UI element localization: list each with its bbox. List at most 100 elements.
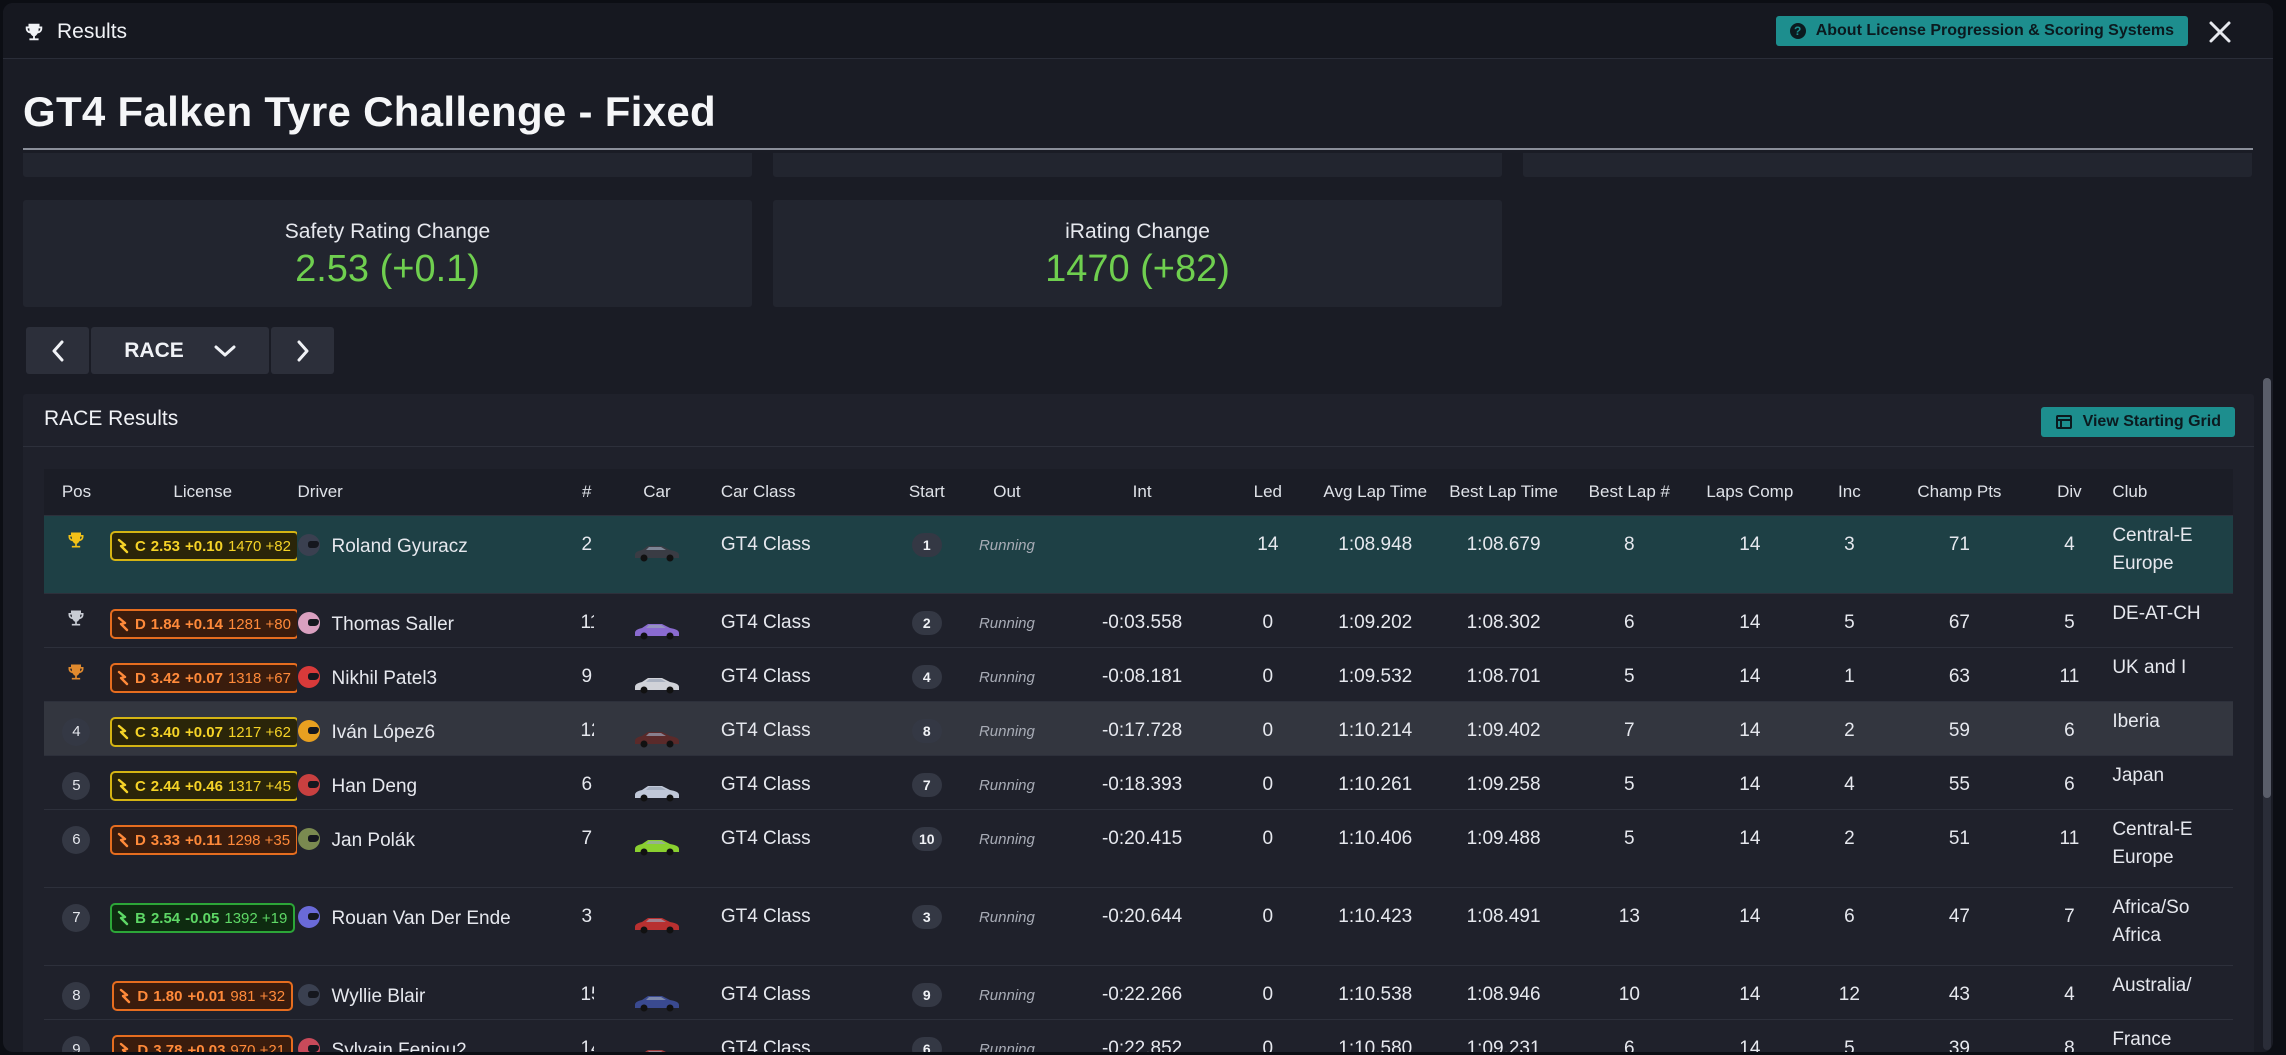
cell-led: 0 (1225, 809, 1310, 888)
column-header[interactable]: Car (594, 469, 720, 516)
license-class: D (137, 1041, 149, 1053)
out-status: Running (978, 669, 1035, 686)
helmet-icon (297, 534, 320, 556)
position-badge: 6 (62, 826, 91, 854)
table-row[interactable]: 7 B 2.54 -0.05 1392 +19 Rouan Van Der Ende 3 GT… (44, 887, 2233, 966)
club-name: France (2112, 1029, 2172, 1050)
cell-division: 6 (2027, 701, 2112, 756)
license-irating: 970 +21 (230, 1041, 286, 1053)
table-row[interactable]: 9 D 3.78 +0.03 970 +21 Sylvain Feniou2 14 GT4 C… (44, 1019, 2233, 1053)
session-select[interactable]: RACE (91, 327, 269, 374)
cell-club: Japan (2111, 755, 2233, 810)
cell-license: C 3.40 +0.07 1217 +62 (108, 701, 297, 756)
driver-name[interactable]: Iván López6 (331, 722, 436, 743)
column-header[interactable]: License (108, 469, 297, 516)
cell-club: Iberia (2111, 701, 2233, 756)
column-header[interactable]: Led (1225, 469, 1310, 516)
club-name: Australia/ (2112, 975, 2192, 996)
column-header[interactable]: # (579, 469, 595, 516)
driver-name[interactable]: Nikhil Patel3 (331, 668, 438, 689)
column-header[interactable]: Best Lap Time (1440, 469, 1567, 516)
cell-best-lap: 1:08.701 (1440, 647, 1567, 702)
column-header[interactable]: Int (1058, 469, 1226, 516)
view-starting-grid-button[interactable]: View Starting Grid (2040, 407, 2235, 437)
club-name: UK and I (2112, 657, 2187, 678)
table-row[interactable]: D 3.42 +0.07 1318 +67 Nikhil Patel3 9 GT4 Clas… (44, 647, 2233, 702)
license-sr: 2.54 (150, 909, 181, 927)
column-header[interactable]: Car Class (719, 469, 898, 516)
driver-name[interactable]: Wyllie Blair (331, 986, 426, 1007)
next-session-button[interactable] (271, 327, 334, 374)
cell-best-lap: 1:09.231 (1440, 1019, 1567, 1052)
cell-car (594, 647, 720, 702)
cell-best-lap-number: 10 (1566, 965, 1693, 1020)
column-header[interactable]: Div (2027, 469, 2112, 516)
cell-best-lap-number: 8 (1566, 515, 1693, 594)
start-position-badge: 6 (911, 1037, 942, 1052)
chevron-down-icon (214, 345, 236, 356)
out-status: Running (978, 1041, 1035, 1052)
cell-start: 7 (897, 755, 956, 810)
column-header[interactable]: Inc (1807, 469, 1892, 516)
table-row[interactable]: 6 D 3.33 +0.11 1298 +35 Jan Polák 7 GT4 Class 10… (44, 809, 2233, 888)
cell-best-lap: 1:09.488 (1440, 809, 1567, 888)
cell-pos: 7 (44, 887, 109, 966)
column-header[interactable]: Champ Pts (1891, 469, 2028, 516)
position-badge: 8 (62, 982, 91, 1010)
car-icon (632, 840, 682, 861)
license-badge: C 2.53 +0.10 1470 +82 (109, 531, 297, 561)
cell-start: 2 (897, 593, 956, 648)
cell-laps-comp: 14 (1692, 965, 1808, 1020)
column-header[interactable]: Best Lap # (1566, 469, 1693, 516)
license-class: C (134, 777, 146, 795)
cell-incidents: 5 (1807, 593, 1892, 648)
license-irating: 1392 +19 (224, 909, 288, 927)
license-irating: 1217 +62 (227, 723, 291, 741)
table-row[interactable]: C 2.53 +0.10 1470 +82 Roland Gyuracz 2 GT4 Cla… (44, 515, 2233, 594)
cell-car (594, 701, 720, 756)
license-badge: D 3.42 +0.07 1318 +67 (109, 663, 297, 693)
about-license-button[interactable]: ? About License Progression & Scoring Sy… (1775, 16, 2188, 46)
cell-start: 4 (897, 647, 956, 702)
license-badge: D 1.80 +0.01 981 +32 (112, 981, 294, 1011)
scrollbar-thumb[interactable] (2263, 378, 2271, 798)
column-header[interactable]: Club (2111, 469, 2233, 516)
cell-car-number: 7 (579, 809, 595, 888)
club-name: Japan (2112, 765, 2165, 786)
license-sr: 3.33 (150, 831, 180, 849)
scrollbar[interactable] (2263, 378, 2271, 1050)
column-header[interactable]: Avg Lap Time (1309, 469, 1441, 516)
helmet-icon (297, 984, 320, 1006)
cell-incidents: 2 (1807, 701, 1892, 756)
car-icon (632, 678, 682, 699)
license-badge: C 2.44 +0.46 1317 +45 (109, 771, 297, 801)
column-header[interactable]: Driver (296, 469, 580, 516)
column-header[interactable]: Pos (44, 469, 109, 516)
cell-best-lap: 1:09.258 (1440, 755, 1567, 810)
driver-name[interactable]: Rouan Van Der Ende (331, 908, 511, 929)
driver-name[interactable]: Jan Polák (331, 830, 415, 851)
driver-name[interactable]: Thomas Saller (331, 614, 455, 635)
cell-interval: -0:22.852 (1058, 1019, 1226, 1052)
cell-driver: Iván López6 (296, 701, 580, 756)
cell-car (594, 809, 720, 888)
license-sr-delta: +0.14 (185, 615, 223, 633)
cell-pos: 9 (44, 1019, 109, 1052)
table-row[interactable]: 5 C 2.44 +0.46 1317 +45 Han Deng 6 GT4 Class 7 Ru… (44, 755, 2233, 810)
driver-name[interactable]: Han Deng (331, 776, 418, 797)
column-header[interactable]: Out (955, 469, 1059, 516)
column-header[interactable]: Start (897, 469, 956, 516)
previous-session-button[interactable] (26, 327, 89, 374)
driver-name[interactable]: Sylvain Feniou2 (331, 1040, 467, 1052)
license-sr-delta: +0.03 (187, 1041, 226, 1053)
cell-avg-lap: 1:10.580 (1309, 1019, 1441, 1052)
cell-best-lap-number: 5 (1566, 647, 1693, 702)
driver-name[interactable]: Roland Gyuracz (331, 536, 468, 557)
column-header[interactable]: Laps Comp (1692, 469, 1808, 516)
license-irating: 1470 +82 (227, 537, 291, 555)
close-icon[interactable] (2207, 19, 2233, 45)
grid-icon (2055, 415, 2072, 429)
